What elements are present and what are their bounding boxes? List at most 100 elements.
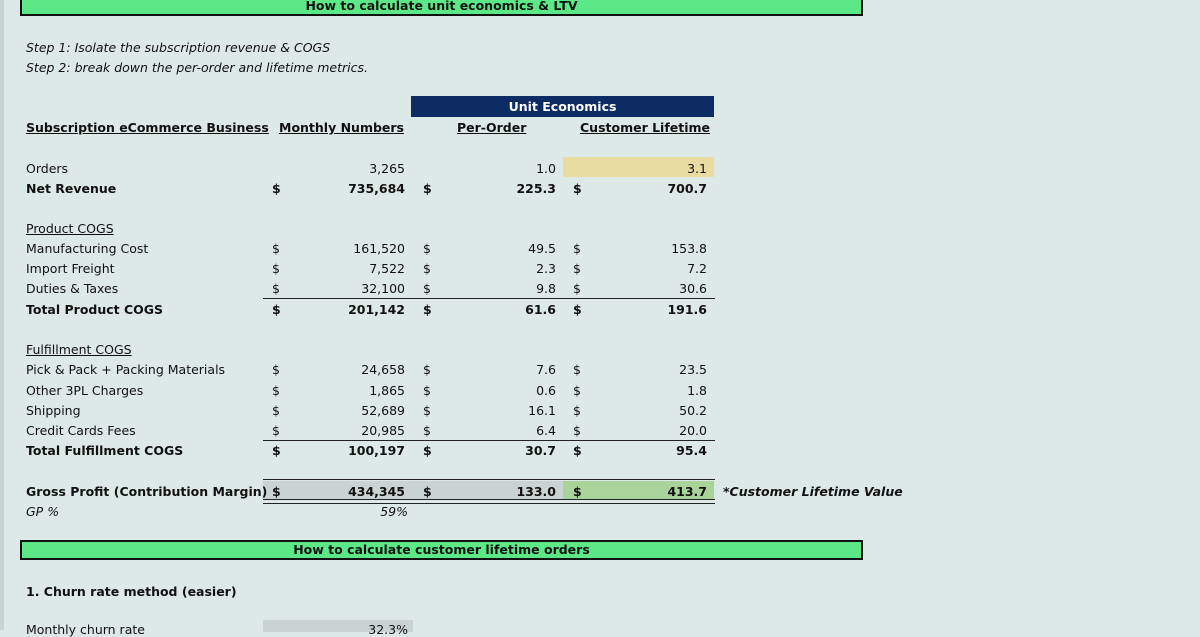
currency-symbol: $: [573, 281, 581, 296]
credit-cards-monthly: 20,985: [361, 423, 405, 438]
currency-symbol: $: [573, 181, 582, 196]
total-product-lifetime: 191.6: [667, 302, 707, 317]
duties-per-order: 9.8: [536, 281, 556, 296]
row-label-gross-profit: Gross Profit (Contribution Margin): [26, 484, 268, 499]
ltv-note: *Customer Lifetime Value: [723, 484, 903, 499]
step-2-text: Step 2: break down the per-order and lif…: [26, 60, 368, 75]
row-label-manufacturing: Manufacturing Cost: [26, 241, 149, 256]
manufacturing-per-order: 49.5: [528, 241, 556, 256]
currency-symbol: $: [573, 403, 581, 418]
shipping-per-order: 16.1: [528, 403, 556, 418]
other-3pl-monthly: 1,865: [369, 383, 405, 398]
currency-symbol: $: [423, 302, 432, 317]
gross-profit-top-line: [263, 479, 715, 480]
pick-pack-lifetime: 23.5: [679, 362, 707, 377]
shipping-monthly: 52,689: [361, 403, 405, 418]
currency-symbol: $: [423, 281, 431, 296]
row-label-total-product-cogs: Total Product COGS: [26, 302, 164, 317]
total-product-per-order: 61.6: [525, 302, 556, 317]
pick-pack-per-order: 7.6: [536, 362, 556, 377]
currency-symbol: $: [423, 443, 432, 458]
pick-pack-monthly: 24,658: [361, 362, 405, 377]
double-underline: [263, 499, 715, 504]
total-fulfillment-lifetime: 95.4: [676, 443, 707, 458]
churn-value-highlight: [263, 620, 413, 632]
shipping-lifetime: 50.2: [679, 403, 707, 418]
column-header-monthly: Monthly Numbers: [279, 120, 404, 135]
currency-symbol: $: [423, 423, 431, 438]
currency-symbol: $: [573, 241, 581, 256]
currency-symbol: $: [573, 302, 582, 317]
currency-symbol: $: [272, 443, 281, 458]
orders-lifetime: 3.1: [687, 161, 707, 176]
currency-symbol: $: [272, 362, 280, 377]
currency-symbol: $: [272, 403, 280, 418]
sheet-left-edge: [0, 0, 4, 630]
fulfillment-cogs-title: Fulfillment COGS: [26, 342, 132, 357]
gross-profit-gray-highlight: [263, 481, 563, 500]
currency-symbol: $: [573, 443, 582, 458]
currency-symbol: $: [272, 241, 280, 256]
row-label-shipping: Shipping: [26, 403, 81, 418]
gross-profit-lifetime: 413.7: [667, 484, 707, 499]
duties-monthly: 32,100: [361, 281, 405, 296]
currency-symbol: $: [423, 383, 431, 398]
product-cogs-title: Product COGS: [26, 221, 114, 236]
credit-cards-lifetime: 20.0: [679, 423, 707, 438]
row-label-credit-cards: Credit Cards Fees: [26, 423, 136, 438]
lifetime-orders-highlight: [563, 157, 714, 177]
currency-symbol: $: [423, 261, 431, 276]
row-label-gp-pct: GP %: [26, 504, 60, 519]
column-header-business: Subscription eCommerce Business: [26, 120, 269, 135]
net-revenue-monthly: 735,684: [348, 181, 405, 196]
row-label-import-freight: Import Freight: [26, 261, 115, 276]
currency-symbol: $: [272, 181, 281, 196]
currency-symbol: $: [423, 181, 432, 196]
churn-method-title: 1. Churn rate method (easier): [26, 584, 237, 599]
currency-symbol: $: [423, 484, 432, 499]
top-banner: How to calculate unit economics & LTV: [20, 0, 863, 16]
manufacturing-monthly: 161,520: [353, 241, 405, 256]
manufacturing-lifetime: 153.8: [671, 241, 707, 256]
currency-symbol: $: [573, 261, 581, 276]
row-label-duties: Duties & Taxes: [26, 281, 119, 296]
currency-symbol: $: [423, 362, 431, 377]
currency-symbol: $: [573, 362, 581, 377]
row-label-total-fulfillment-cogs: Total Fulfillment COGS: [26, 443, 184, 458]
import-freight-monthly: 7,522: [369, 261, 405, 276]
currency-symbol: $: [423, 403, 431, 418]
row-label-orders: Orders: [26, 161, 69, 176]
currency-symbol: $: [272, 281, 280, 296]
currency-symbol: $: [272, 302, 281, 317]
row-label-other-3pl: Other 3PL Charges: [26, 383, 144, 398]
other-3pl-per-order: 0.6: [536, 383, 556, 398]
total-product-monthly: 201,142: [348, 302, 405, 317]
gp-pct-monthly: 59%: [380, 504, 408, 519]
currency-symbol: $: [573, 383, 581, 398]
unit-economics-header: Unit Economics: [411, 96, 714, 117]
orders-monthly: 3,265: [369, 161, 405, 176]
currency-symbol: $: [573, 423, 581, 438]
total-fulfillment-monthly: 100,197: [348, 443, 405, 458]
column-header-per-order: Per-Order: [457, 120, 527, 135]
currency-symbol: $: [573, 484, 582, 499]
row-label-net-revenue: Net Revenue: [26, 181, 117, 196]
currency-symbol: $: [272, 484, 281, 499]
duties-lifetime: 30.6: [679, 281, 707, 296]
currency-symbol: $: [272, 261, 280, 276]
orders-per-order: 1.0: [536, 161, 556, 176]
subtotal-line: [263, 440, 715, 441]
net-revenue-lifetime: 700.7: [667, 181, 707, 196]
currency-symbol: $: [272, 423, 280, 438]
import-freight-per-order: 2.3: [536, 261, 556, 276]
ltv-highlight: [563, 481, 714, 500]
gross-profit-monthly: 434,345: [348, 484, 405, 499]
currency-symbol: $: [272, 383, 280, 398]
other-3pl-lifetime: 1.8: [687, 383, 707, 398]
subtotal-line: [263, 298, 715, 299]
net-revenue-per-order: 225.3: [516, 181, 556, 196]
credit-cards-per-order: 6.4: [536, 423, 556, 438]
gross-profit-per-order: 133.0: [516, 484, 556, 499]
lifetime-orders-banner: How to calculate customer lifetime order…: [20, 540, 863, 560]
column-header-lifetime: Customer Lifetime: [580, 120, 711, 135]
